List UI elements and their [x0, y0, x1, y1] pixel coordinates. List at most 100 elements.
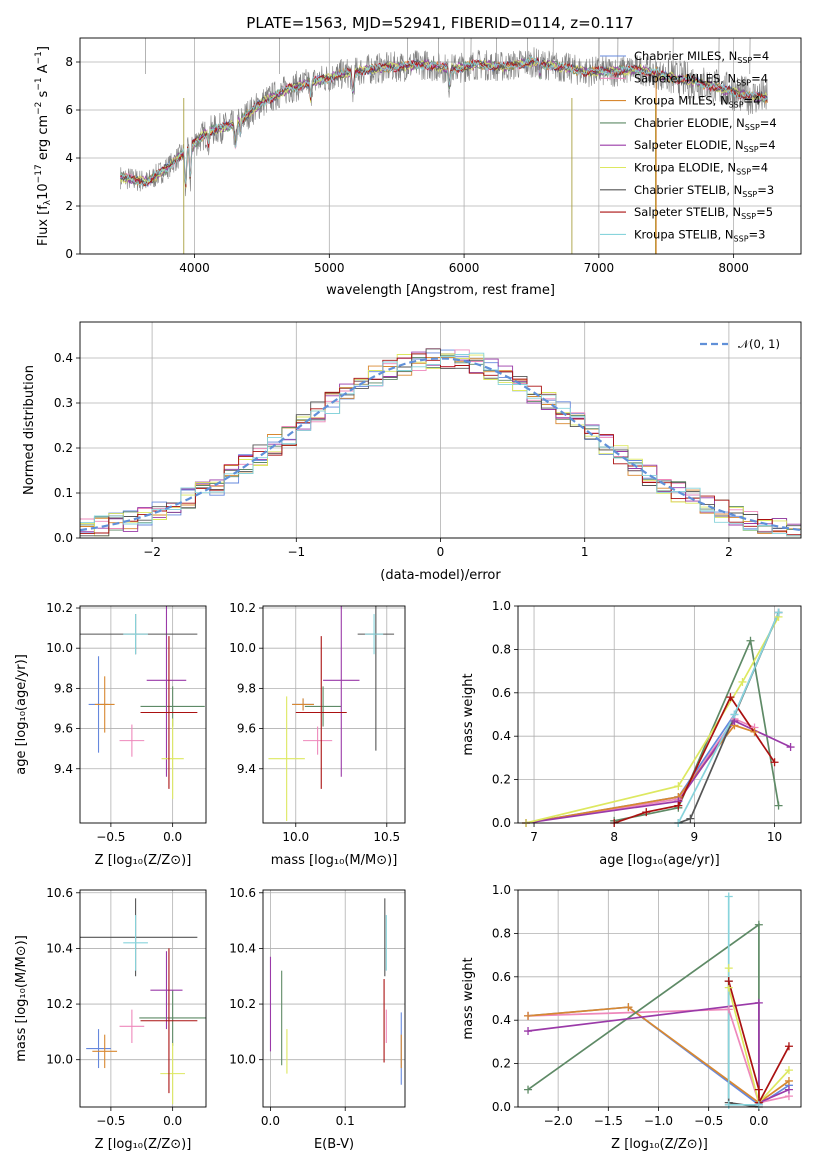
mw-marker-salpeter_elodie — [524, 1027, 533, 1036]
legend-gaussian: 𝒩(0, 1) — [738, 337, 780, 351]
mw-marker-salpeter_elodie — [784, 1085, 793, 1094]
spectrum-tick-label-x: 6000 — [449, 261, 480, 275]
massweight_vs_Z-tick-label-y: 0.6 — [492, 970, 511, 984]
mw-marker-salpeter_miles — [724, 1005, 733, 1014]
residual_hist-tick-label-x: 2 — [725, 545, 733, 559]
age_vs_Z-axes: −0.5 0.0 9.4 9.6 9.8 10.0 10.2 Z [log₁₀(Z/Z⊙)] a… — [14, 601, 207, 868]
spectrum-tick-label-x: 7000 — [584, 261, 615, 275]
legend-entry: Chabrier MILES, NSSP=4 — [634, 49, 769, 65]
age_vs_mass-tick-label-y: 10.2 — [229, 601, 256, 615]
mw-marker-kroupa_miles — [624, 1003, 633, 1012]
massweight_vs_age-tick-label-y: 0.8 — [492, 642, 511, 656]
age_vs_mass-tick-label-y: 9.6 — [237, 722, 256, 736]
x-axis-label: (data-model)/error — [380, 568, 501, 583]
massweight_vs_Z-frame — [517, 889, 802, 1108]
mw-marker-kroupa_miles — [784, 1076, 793, 1085]
spectrum-axes: 4000 5000 6000 7000 8000 0 2 4 6 8 wavelength [Ang… — [34, 37, 802, 298]
legend-entry: Kroupa STELIB, NSSP=3 — [634, 227, 765, 243]
massweight_vs_Z-tick-label-x: −2.0 — [544, 1114, 573, 1128]
mw-marker-kroupa_elodie — [738, 677, 747, 686]
mass_vs_ebv-tick-label-x: 0.1 — [336, 1114, 355, 1128]
spectrum-frame — [79, 37, 802, 255]
age_vs_Z-tick-label-y: 9.8 — [54, 681, 73, 695]
mw-marker-kroupa_elodie — [784, 1066, 793, 1075]
mw-marker-kroupa_elodie — [674, 782, 683, 791]
mass_vs_ebv-frame — [262, 889, 406, 1108]
x-axis-label: Z [log₁₀(Z/Z⊙)] — [611, 1137, 708, 1152]
massweight_vs_age-tick-label-x: 7 — [530, 830, 538, 844]
mw-line-salpeter_elodie — [527, 1001, 790, 1104]
massweight_vs_Z-tick-label-x: −0.5 — [694, 1114, 723, 1128]
mw-marker-kroupa_miles — [750, 727, 759, 736]
x-axis-label: age [log₁₀(age/yr)] — [599, 853, 720, 868]
massweight_vs_Z-tick-label-x: −1.0 — [644, 1114, 673, 1128]
massweight_vs_age-axes: 7 8 9 10 0.0 0.2 0.4 0.6 0.8 1.0 age [log₁₀(age/yr… — [461, 599, 802, 868]
mw-line-salpeter_elodie — [525, 719, 791, 823]
mw-marker-kroupa_stelib — [754, 1100, 763, 1109]
residual_hist-tick-label-y: 0.2 — [54, 441, 73, 455]
massweight_vs_age-tick-label-y: 0.6 — [492, 686, 511, 700]
age_vs_mass-tick-label-x: 10.0 — [282, 830, 309, 844]
mass_vs_ebv-tick-label-y: 10.2 — [229, 997, 256, 1011]
spectrum-tick-label-y: 0 — [65, 247, 73, 261]
residual_hist-plot-area — [80, 348, 801, 537]
mw-line-kroupa_miles — [527, 1006, 790, 1104]
plots-group: 4000 5000 6000 7000 8000 0 2 4 6 8 wavelength [Ang… — [14, 37, 802, 1152]
gaussian-curve — [80, 357, 801, 532]
age_vs_Z-tick-label-y: 10.2 — [46, 601, 73, 615]
mw-line-kroupa_elodie — [525, 616, 780, 823]
mass_vs_Z-tick-label-y: 10.4 — [46, 941, 73, 955]
mass_vs_Z-plot-area — [80, 898, 206, 1105]
mass_vs_ebv-plot-area — [269, 898, 402, 1085]
massweight_vs_age-tick-label-x: 10 — [767, 830, 782, 844]
mass_vs_Z-frame — [79, 889, 207, 1108]
massweight_vs_Z-tick-label-y: 0.8 — [492, 926, 511, 940]
mw-marker-salpeter_stelib — [674, 801, 683, 810]
y-axis-label: age [log₁₀(age/yr)] — [14, 654, 29, 775]
mw-marker-kroupa_elodie — [724, 964, 733, 973]
residual_hist-tick-label-y: 0.0 — [54, 531, 73, 545]
x-axis-label: E(B-V) — [314, 1137, 354, 1152]
residual_hist-frame — [79, 321, 802, 539]
x-axis-label: wavelength [Angstrom, rest frame] — [326, 283, 555, 298]
mass_vs_ebv-axes: 0.0 0.1 10.0 10.2 10.4 10.6 E(B-V) — [229, 886, 406, 1152]
legend-entry: Kroupa ELODIE, NSSP=4 — [634, 161, 768, 177]
y-axis-label: Flux [fλ10−17 erg cm−2 s−1 A−1] — [34, 46, 53, 246]
mass_vs_Z-tick-label-y: 10.2 — [46, 997, 73, 1011]
legend-entry: Salpeter ELODIE, NSSP=4 — [634, 138, 776, 154]
hist-step-chabrier_stelib — [80, 348, 801, 537]
spectrum-data-line — [120, 38, 768, 197]
residual_hist-tick-label-y: 0.4 — [54, 351, 73, 365]
mw-marker-chabrier_elodie — [746, 636, 755, 645]
mw-marker-chabrier_stelib — [686, 814, 695, 823]
mw-line-chabrier_miles — [525, 612, 780, 823]
x-axis-label: mass [log₁₀(M/M⊙)] — [271, 853, 398, 868]
massweight_vs_age-tick-label-y: 0.2 — [492, 773, 511, 787]
mass_vs_Z-tick-label-y: 10.6 — [46, 886, 73, 900]
age_vs_mass-tick-label-x: 10.5 — [373, 830, 400, 844]
spectrum-model-kroupa_stelib — [120, 56, 768, 187]
mass_vs_ebv-tick-label-x: 0.0 — [261, 1114, 280, 1128]
figure-title: PLATE=1563, MJD=52941, FIBERID=0114, z=0… — [246, 14, 633, 32]
y-axis-label: mass weight — [461, 673, 476, 755]
massweight_vs_age-tick-label-x: 9 — [691, 830, 699, 844]
y-axis-label: mass weight — [461, 957, 476, 1039]
residual_hist-tick-label-x: 0 — [437, 545, 445, 559]
mw-marker-salpeter_stelib — [784, 1042, 793, 1051]
hist-step-kroupa_stelib — [80, 352, 801, 537]
mw-marker-kroupa_stelib — [724, 1100, 733, 1109]
spectrum-tick-label-x: 8000 — [718, 261, 749, 275]
mass_vs_ebv-tick-label-y: 10.0 — [229, 1053, 256, 1067]
x-axis-label: Z [log₁₀(Z/Z⊙)] — [95, 853, 192, 868]
age_vs_Z-frame — [79, 605, 207, 824]
mw-marker-salpeter_stelib — [724, 977, 733, 986]
spectrum-model-salpeter_stelib — [120, 56, 768, 188]
mass_vs_Z-tick-label-x: 0.0 — [163, 1114, 182, 1128]
mass_vs_Z-tick-label-x: −0.5 — [96, 1114, 125, 1128]
spectrum-tick-label-x: 5000 — [314, 261, 345, 275]
massweight_vs_age-tick-label-x: 8 — [610, 830, 618, 844]
age_vs_Z-tick-label-y: 10.0 — [46, 641, 73, 655]
x-axis-label: Z [log₁₀(Z/Z⊙)] — [95, 1137, 192, 1152]
age_vs_mass-axes: 10.0 10.5 9.4 9.6 9.8 10.0 10.2 mass [log₁₀(M/M… — [229, 601, 406, 868]
